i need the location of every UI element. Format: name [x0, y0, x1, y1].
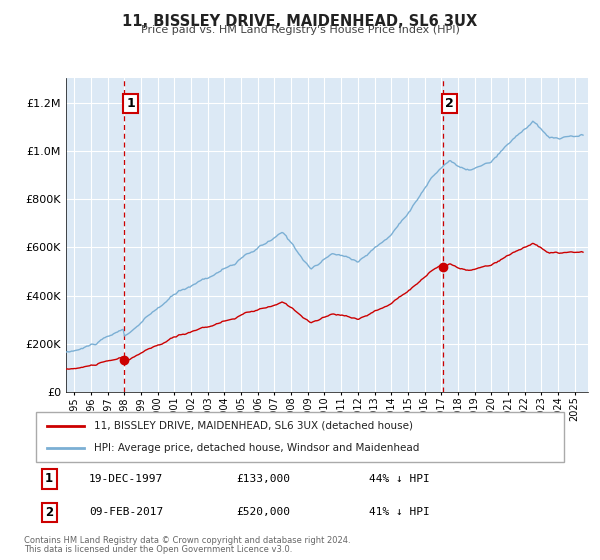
- FancyBboxPatch shape: [36, 412, 564, 462]
- Text: £133,000: £133,000: [236, 474, 290, 484]
- Text: 11, BISSLEY DRIVE, MAIDENHEAD, SL6 3UX: 11, BISSLEY DRIVE, MAIDENHEAD, SL6 3UX: [122, 14, 478, 29]
- Text: Price paid vs. HM Land Registry's House Price Index (HPI): Price paid vs. HM Land Registry's House …: [140, 25, 460, 35]
- Text: 19-DEC-1997: 19-DEC-1997: [89, 474, 163, 484]
- Text: 09-FEB-2017: 09-FEB-2017: [89, 507, 163, 517]
- Text: HPI: Average price, detached house, Windsor and Maidenhead: HPI: Average price, detached house, Wind…: [94, 443, 419, 453]
- Text: £520,000: £520,000: [236, 507, 290, 517]
- Text: 2: 2: [445, 97, 454, 110]
- Text: Contains HM Land Registry data © Crown copyright and database right 2024.: Contains HM Land Registry data © Crown c…: [24, 536, 350, 545]
- Text: 1: 1: [45, 473, 53, 486]
- Text: 2: 2: [45, 506, 53, 519]
- Text: This data is licensed under the Open Government Licence v3.0.: This data is licensed under the Open Gov…: [24, 545, 292, 554]
- Text: 41% ↓ HPI: 41% ↓ HPI: [368, 507, 430, 517]
- Text: 1: 1: [127, 97, 135, 110]
- Text: 44% ↓ HPI: 44% ↓ HPI: [368, 474, 430, 484]
- Text: 11, BISSLEY DRIVE, MAIDENHEAD, SL6 3UX (detached house): 11, BISSLEY DRIVE, MAIDENHEAD, SL6 3UX (…: [94, 421, 413, 431]
